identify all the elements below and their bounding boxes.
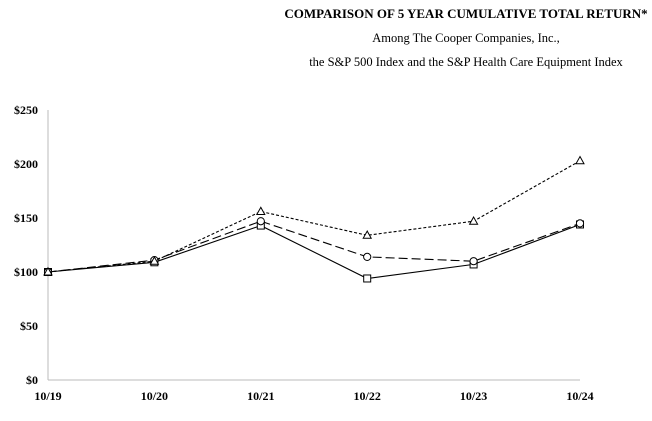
- x-tick-label: 10/23: [460, 389, 487, 403]
- data-point-triangle: [362, 230, 373, 239]
- data-point-triangle: [255, 206, 266, 216]
- series-square: [44, 220, 584, 283]
- series-triangle: [43, 155, 585, 276]
- chart-subtitle-line-1: Among The Cooper Companies, Inc.,: [372, 31, 560, 45]
- y-tick-label: $50: [20, 319, 38, 333]
- y-tick-label: $0: [26, 373, 38, 387]
- y-tick-label: $100: [14, 265, 38, 279]
- x-tick-labels: 10/19 10/20 10/21 10/22 10/23 10/24: [34, 389, 593, 403]
- series-line: [47, 223, 581, 280]
- data-point-circle: [575, 219, 585, 228]
- x-tick-label: 10/22: [354, 389, 381, 403]
- data-point-circle: [363, 252, 372, 261]
- series-group: [43, 155, 585, 283]
- x-tick-label: 10/24: [566, 389, 593, 403]
- data-point-triangle: [149, 255, 160, 265]
- series-circle: [43, 217, 585, 277]
- x-tick-label: 10/19: [34, 389, 61, 403]
- y-tick-label: $200: [14, 157, 38, 171]
- data-point-square: [363, 274, 372, 283]
- chart-subtitle-line-2: the S&P 500 Index and the S&P Health Car…: [309, 55, 623, 69]
- x-tick-label: 10/21: [247, 389, 274, 403]
- series-line: [47, 220, 581, 273]
- y-tick-label: $250: [14, 103, 38, 117]
- y-tick-labels: $0 $50 $100 $150 $200 $250: [14, 103, 38, 387]
- series-line: [47, 160, 581, 273]
- y-tick-label: $150: [14, 211, 38, 225]
- chart-title: COMPARISON OF 5 YEAR CUMULATIVE TOTAL RE…: [284, 6, 647, 21]
- data-point-circle: [256, 217, 265, 226]
- data-point-triangle: [575, 155, 585, 165]
- x-tick-label: 10/20: [141, 389, 168, 403]
- data-point-triangle: [468, 216, 479, 225]
- data-point-circle: [469, 257, 478, 266]
- data-point-triangle: [43, 266, 53, 276]
